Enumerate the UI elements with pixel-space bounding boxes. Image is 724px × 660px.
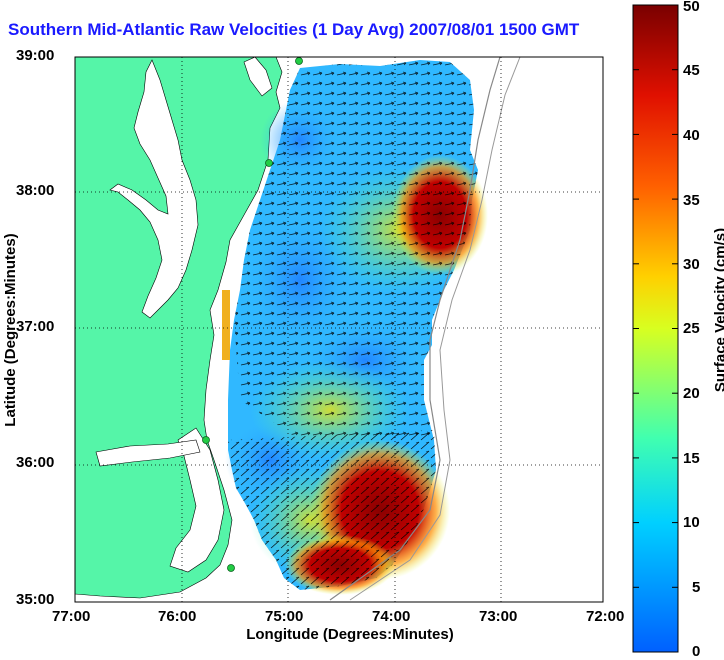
grid <box>75 57 603 602</box>
colorbar-tick-label: 30 <box>683 256 700 273</box>
delaware-bay <box>243 57 273 97</box>
x-tick-label: 77:00 <box>52 608 91 625</box>
colorbar-tick-label: 0 <box>692 643 701 660</box>
colorbar-ticks <box>633 69 678 588</box>
x-tick-label: 76:00 <box>158 608 197 625</box>
colorbar-tick-label: 45 <box>683 62 700 79</box>
radar-station-marker <box>295 57 303 65</box>
coastal-strip <box>222 290 230 360</box>
chesapeake-bay <box>109 59 199 319</box>
colorbar-tick-label: 5 <box>692 579 701 596</box>
radar-station-marker <box>202 436 210 444</box>
x-tick-label: 72:00 <box>586 608 625 625</box>
colorbar-tick-label: 40 <box>683 127 700 144</box>
x-tick-label: 75:00 <box>265 608 304 625</box>
y-tick-label: 36:00 <box>16 454 55 471</box>
x-axis-title: Longitude (Degrees:Minutes) <box>246 626 454 643</box>
y-tick-label: 37:00 <box>16 318 55 335</box>
y-tick-label: 35:00 <box>16 591 55 608</box>
y-tick-label: 39:00 <box>16 47 55 64</box>
albemarle-sound <box>95 439 201 467</box>
colorbar-tick-label: 15 <box>683 450 700 467</box>
colorbar-tick-label: 20 <box>683 385 700 402</box>
y-tick-label: 38:00 <box>16 182 55 199</box>
x-tick-label: 74:00 <box>372 608 411 625</box>
isobath-line <box>349 57 521 601</box>
colorbar <box>632 4 679 653</box>
velocity-vectors <box>228 430 436 590</box>
radar-station-marker <box>265 159 273 167</box>
colorbar-tick-label: 10 <box>683 514 700 531</box>
x-tick-label: 73:00 <box>479 608 518 625</box>
velocity-vectors <box>234 60 478 440</box>
map-title: Southern Mid-Atlantic Raw Velocities (1 … <box>8 20 580 39</box>
pamlico-sound <box>169 427 225 573</box>
colorbar-tick-label: 50 <box>683 0 700 15</box>
plot-border <box>74 56 604 603</box>
radar-station-marker <box>227 564 235 572</box>
colorbar-tick-label: 25 <box>683 320 700 337</box>
isobath-line <box>329 57 501 601</box>
colorbar-tick-label: 35 <box>683 192 700 209</box>
